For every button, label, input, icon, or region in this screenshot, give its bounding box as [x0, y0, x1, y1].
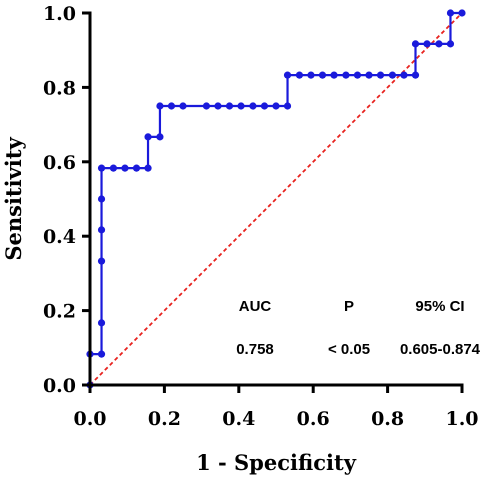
roc-point [260, 102, 269, 110]
roc-point [307, 71, 315, 79]
roc-point [376, 71, 385, 79]
roc-point [283, 102, 292, 110]
roc-point [202, 102, 211, 110]
axes [88, 11, 464, 387]
roc-point [446, 40, 455, 48]
roc-point [458, 9, 466, 17]
y-tick-label: 0.6 [43, 152, 76, 174]
roc-point [283, 71, 292, 79]
roc-point [132, 164, 141, 172]
roc-point [109, 164, 118, 172]
stats-table: AUC P 95% CI 0.758 ˂ 0.05 0.605-0.874 [236, 298, 480, 358]
roc-point [97, 257, 106, 265]
y-tick-label: 0.2 [43, 301, 76, 323]
x-tick-label: 0.6 [297, 408, 330, 430]
x-tick-label: 0.0 [73, 408, 106, 430]
stats-value-ci: 0.605-0.874 [400, 341, 481, 358]
roc-point [121, 164, 129, 172]
y-tick-label: 0.4 [43, 226, 76, 248]
roc-point [295, 71, 304, 79]
y-axis-title: Sensitivity [1, 137, 26, 261]
roc-point [156, 102, 164, 110]
roc-point [318, 71, 327, 79]
roc-point [97, 350, 106, 358]
roc-point [225, 102, 234, 110]
roc-point [446, 9, 455, 17]
roc-point [179, 102, 187, 110]
roc-point [411, 40, 420, 48]
x-tick-label: 0.8 [371, 408, 404, 430]
x-tick-label: 0.4 [222, 408, 255, 430]
roc-point [423, 40, 431, 48]
axis-ticks [82, 11, 464, 393]
roc-point [97, 319, 106, 327]
stats-header-p: P [344, 298, 354, 315]
stats-value-p: ˂ 0.05 [328, 341, 370, 358]
roc-point [342, 71, 350, 79]
roc-point [97, 164, 106, 172]
roc-point [249, 102, 257, 110]
roc-point [237, 102, 245, 110]
stats-header-ci: 95% CI [415, 298, 464, 315]
roc-point [365, 71, 373, 79]
roc-point [435, 40, 443, 48]
y-tick-label: 1.0 [43, 3, 76, 25]
axis-tick-labels: 0.0 0.2 0.4 0.6 0.8 1.0 0.0 0.2 0.4 0.6 0.8 1.0 [43, 3, 479, 430]
y-tick-label: 0.0 [43, 375, 76, 397]
roc-point [97, 226, 106, 234]
roc-point [144, 133, 152, 141]
roc-point [411, 71, 420, 79]
roc-point [400, 71, 408, 79]
x-tick-label: 1.0 [445, 408, 478, 430]
x-tick-label: 0.2 [148, 408, 181, 430]
roc-point [144, 164, 152, 172]
roc-point [156, 133, 164, 141]
roc-point [388, 71, 397, 79]
stats-value-auc: 0.758 [236, 341, 274, 358]
plot-curves [86, 9, 466, 389]
roc-point [330, 71, 338, 79]
reference-line [89, 12, 463, 386]
y-tick-label: 0.8 [43, 77, 76, 99]
stats-header-auc: AUC [239, 298, 272, 315]
roc-point [97, 195, 106, 203]
roc-point [214, 102, 222, 110]
roc-point [353, 71, 362, 79]
roc-point [272, 102, 280, 110]
roc-point [167, 102, 176, 110]
x-axis-title: 1 - Specificity [196, 450, 357, 475]
